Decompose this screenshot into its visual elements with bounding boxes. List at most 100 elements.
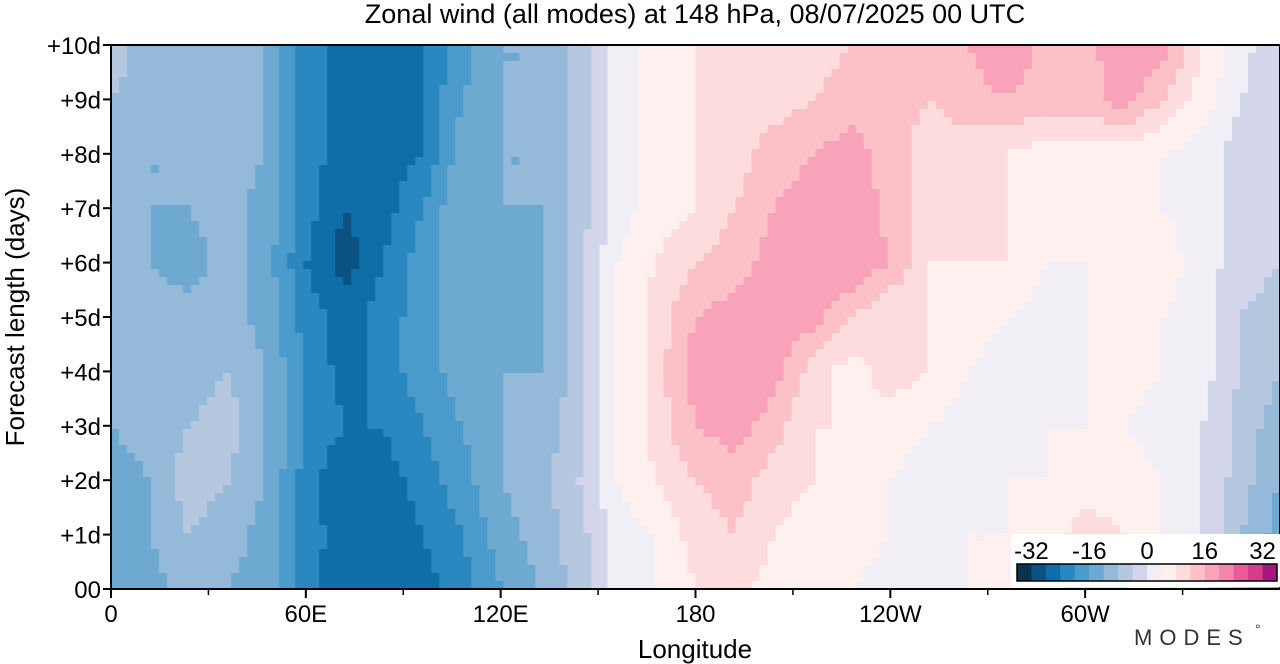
heatmap-cell xyxy=(231,133,240,142)
heatmap-cell xyxy=(815,133,825,142)
heatmap-cell xyxy=(615,141,625,150)
heatmap-cell xyxy=(239,261,248,270)
heatmap-cell xyxy=(431,149,440,158)
heatmap-cell xyxy=(415,245,424,254)
heatmap-cell xyxy=(1175,109,1185,118)
heatmap-cell xyxy=(1159,61,1169,70)
heatmap-cell xyxy=(127,77,136,86)
heatmap-cell xyxy=(591,61,601,70)
heatmap-cell xyxy=(791,253,801,262)
heatmap-cell xyxy=(1023,229,1033,238)
heatmap-cell xyxy=(1223,149,1233,158)
heatmap-cell xyxy=(775,213,785,222)
heatmap-cell xyxy=(847,285,857,294)
heatmap-cell xyxy=(271,133,280,142)
heatmap-cell xyxy=(367,157,376,166)
heatmap-cell xyxy=(719,173,729,182)
heatmap-cell xyxy=(1095,93,1105,102)
heatmap-cell xyxy=(991,61,1001,70)
heatmap-cell xyxy=(639,269,649,278)
heatmap-cell xyxy=(1031,293,1041,302)
heatmap-cell xyxy=(511,285,520,294)
heatmap-cell xyxy=(639,181,649,190)
heatmap-cell xyxy=(1071,221,1081,230)
heatmap-cell xyxy=(431,269,440,278)
heatmap-cell xyxy=(423,197,432,206)
heatmap-cell xyxy=(1095,205,1105,214)
heatmap-cell xyxy=(527,173,536,182)
heatmap-cell xyxy=(815,213,825,222)
heatmap-cell xyxy=(351,53,360,62)
heatmap-cell xyxy=(727,141,737,150)
heatmap-cell xyxy=(663,157,673,166)
heatmap-cell xyxy=(1151,77,1161,86)
heatmap-cell xyxy=(239,237,248,246)
heatmap-cell xyxy=(879,181,889,190)
heatmap-cell xyxy=(919,245,929,254)
heatmap-cell xyxy=(1031,221,1041,230)
heatmap-cell xyxy=(1111,61,1121,70)
heatmap-cell xyxy=(935,157,945,166)
heatmap-cell xyxy=(1271,213,1280,222)
heatmap-cell xyxy=(1127,229,1137,238)
heatmap-cell xyxy=(599,205,609,214)
heatmap-cell xyxy=(623,293,633,302)
heatmap-cell xyxy=(879,197,889,206)
heatmap-cell xyxy=(1103,149,1113,158)
heatmap-cell xyxy=(671,213,681,222)
heatmap-cell xyxy=(543,93,552,102)
heatmap-cell xyxy=(1079,261,1089,270)
heatmap-cell xyxy=(1135,197,1145,206)
heatmap-cell xyxy=(1207,85,1217,94)
heatmap-cell xyxy=(1143,261,1153,270)
heatmap-cell xyxy=(399,189,408,198)
heatmap-cell xyxy=(223,101,232,110)
heatmap-cell xyxy=(375,181,384,190)
heatmap-cell xyxy=(119,197,128,206)
heatmap-cell xyxy=(815,149,825,158)
heatmap-cell xyxy=(471,45,480,54)
heatmap-cell xyxy=(1103,45,1113,54)
heatmap-cell xyxy=(687,149,697,158)
heatmap-cell xyxy=(895,229,905,238)
heatmap-cell xyxy=(135,85,144,94)
heatmap-cell xyxy=(975,253,985,262)
heatmap-cell xyxy=(215,197,224,206)
heatmap-cell xyxy=(959,285,969,294)
heatmap-cell xyxy=(719,141,729,150)
heatmap-cell xyxy=(111,237,120,246)
heatmap-cell xyxy=(1087,125,1097,134)
heatmap-cell xyxy=(399,205,408,214)
heatmap-cell xyxy=(999,197,1009,206)
heatmap-cell xyxy=(799,165,809,174)
heatmap-cell xyxy=(599,285,609,294)
heatmap-cell xyxy=(1095,61,1105,70)
heatmap-cell xyxy=(695,85,705,94)
heatmap-cell xyxy=(1055,117,1065,126)
heatmap-cell xyxy=(935,53,945,62)
heatmap-cell xyxy=(759,229,769,238)
heatmap-cell xyxy=(1055,165,1065,174)
heatmap-cell xyxy=(543,189,552,198)
heatmap-cell xyxy=(983,269,993,278)
heatmap-cell xyxy=(1103,301,1113,310)
heatmap-cell xyxy=(343,173,352,182)
heatmap-cell xyxy=(943,77,953,86)
heatmap-cell xyxy=(287,85,296,94)
heatmap-cell xyxy=(511,101,520,110)
heatmap-cell xyxy=(799,205,809,214)
heatmap-cell xyxy=(1119,205,1129,214)
heatmap-cell xyxy=(1223,309,1233,318)
heatmap-cell xyxy=(1159,101,1169,110)
heatmap-cell xyxy=(1151,101,1161,110)
heatmap-cell xyxy=(383,293,392,302)
heatmap-cell xyxy=(631,205,641,214)
heatmap-cell xyxy=(119,61,128,70)
heatmap-cell xyxy=(551,269,560,278)
heatmap-cell xyxy=(1183,109,1193,118)
heatmap-cell xyxy=(975,301,985,310)
heatmap-cell xyxy=(1039,221,1049,230)
heatmap-cell xyxy=(1263,205,1273,214)
heatmap-cell xyxy=(751,125,761,134)
heatmap-cell xyxy=(231,93,240,102)
